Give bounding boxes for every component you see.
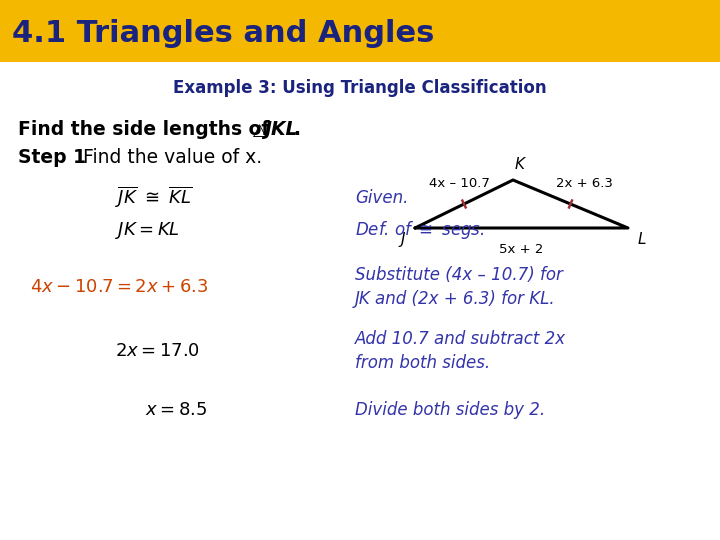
- Text: △: △: [253, 121, 266, 139]
- Text: JK and (2x + 6.3) for KL.: JK and (2x + 6.3) for KL.: [355, 290, 556, 308]
- Text: Def. of $\cong$ segs.: Def. of $\cong$ segs.: [355, 219, 485, 241]
- Text: $\mathit{x = 8.5}$: $\mathit{x = 8.5}$: [145, 401, 207, 419]
- Text: JKL: JKL: [264, 120, 297, 139]
- Text: J: J: [400, 232, 405, 247]
- Text: Given.: Given.: [355, 189, 408, 207]
- Text: L: L: [638, 232, 647, 247]
- Text: .: .: [293, 120, 300, 139]
- Text: Find the value of x.: Find the value of x.: [77, 148, 262, 167]
- Text: 5x + 2: 5x + 2: [499, 243, 544, 256]
- Bar: [0, 0, 720, 62]
- Text: K: K: [515, 157, 525, 172]
- Text: Substitute (4x – 10.7) for: Substitute (4x – 10.7) for: [355, 266, 563, 284]
- Text: Find the side lengths of: Find the side lengths of: [18, 120, 276, 139]
- Text: from both sides.: from both sides.: [355, 354, 490, 372]
- Text: $\mathit{2x = 17.0}$: $\mathit{2x = 17.0}$: [115, 342, 200, 360]
- Text: $\mathit{4x - 10.7 = 2x + 6.3}$: $\mathit{4x - 10.7 = 2x + 6.3}$: [30, 278, 208, 296]
- Text: $\overline{\mathit{JK}}$ $\cong$ $\overline{\mathit{KL}}$: $\overline{\mathit{JK}}$ $\cong$ $\overl…: [115, 184, 192, 208]
- Text: 2x + 6.3: 2x + 6.3: [556, 177, 613, 190]
- Text: Divide both sides by 2.: Divide both sides by 2.: [355, 401, 545, 419]
- Text: 4.1 Triangles and Angles: 4.1 Triangles and Angles: [12, 19, 434, 48]
- Text: Add 10.7 and subtract 2x: Add 10.7 and subtract 2x: [355, 330, 566, 348]
- Text: Step 1: Step 1: [18, 148, 86, 167]
- Text: $\mathit{JK = KL}$: $\mathit{JK = KL}$: [115, 220, 180, 241]
- Text: 4x – 10.7: 4x – 10.7: [428, 177, 490, 190]
- Text: Example 3: Using Triangle Classification: Example 3: Using Triangle Classification: [174, 79, 546, 97]
